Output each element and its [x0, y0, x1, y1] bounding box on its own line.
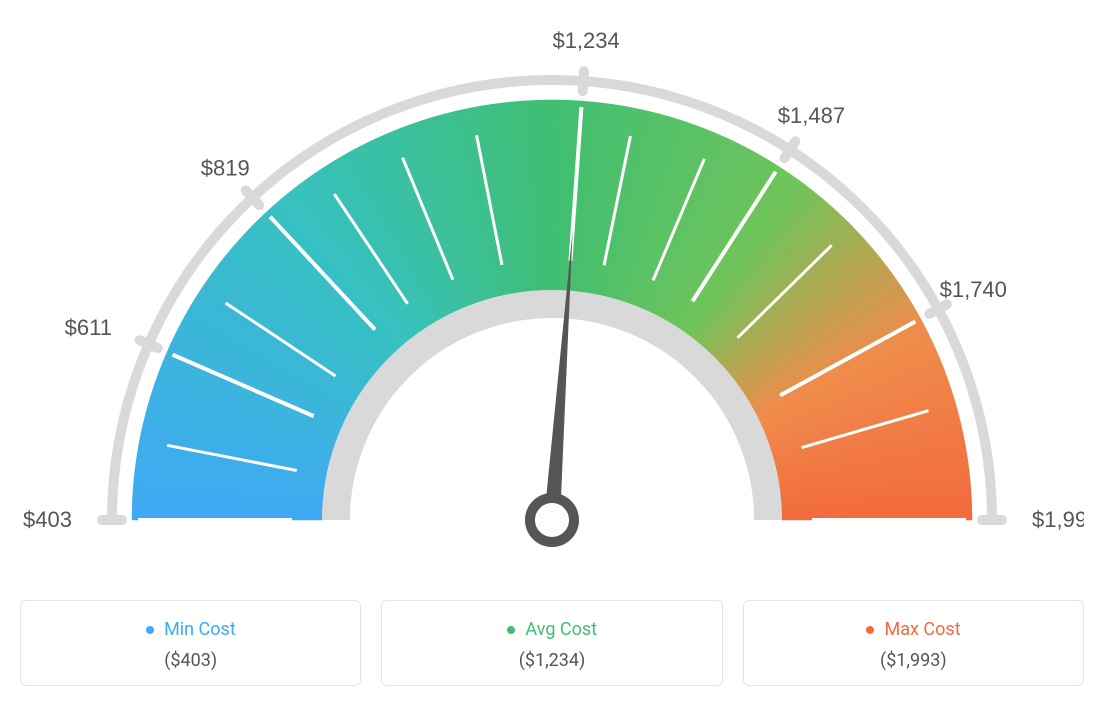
legend-value-min: ($403)	[33, 650, 348, 671]
gauge-tick-label: $819	[201, 155, 250, 180]
legend-row: Min Cost ($403) Avg Cost ($1,234) Max Co…	[20, 600, 1084, 686]
legend-label-max: Max Cost	[885, 619, 961, 640]
gauge-tick-label: $1,740	[940, 277, 1007, 302]
gauge-tick-label: $1,234	[552, 28, 619, 53]
legend-dot-avg	[507, 626, 515, 634]
legend-dot-min	[146, 626, 154, 634]
cost-gauge-chart: $403 $611 $819 $1,234 $1,487 $1,740 $1,993	[20, 20, 1084, 580]
gauge-tick-label: $611	[65, 315, 112, 340]
gauge-svg: $403 $611 $819 $1,234 $1,487 $1,740 $1,993	[20, 20, 1084, 580]
legend-card-min: Min Cost ($403)	[20, 600, 361, 686]
legend-title-avg: Avg Cost	[394, 619, 709, 640]
legend-title-max: Max Cost	[756, 619, 1071, 640]
gauge-tick-label: $403	[23, 507, 72, 532]
gauge-needle-hub	[530, 498, 574, 542]
legend-label-avg: Avg Cost	[525, 619, 597, 640]
gauge-tick-outer	[583, 71, 584, 91]
legend-label-min: Min Cost	[164, 619, 236, 640]
legend-card-max: Max Cost ($1,993)	[743, 600, 1084, 686]
legend-title-min: Min Cost	[33, 619, 348, 640]
gauge-tick-label: $1,487	[778, 103, 845, 128]
legend-dot-max	[866, 626, 874, 634]
legend-card-avg: Avg Cost ($1,234)	[381, 600, 722, 686]
legend-value-max: ($1,993)	[756, 650, 1071, 671]
gauge-tick-label: $1,993	[1032, 507, 1084, 532]
legend-value-avg: ($1,234)	[394, 650, 709, 671]
